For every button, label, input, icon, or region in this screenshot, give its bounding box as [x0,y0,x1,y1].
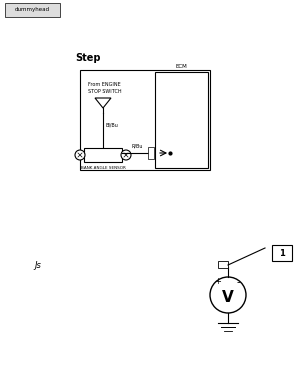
Text: -: - [236,277,240,287]
Text: dummyhead: dummyhead [14,7,50,12]
Text: R/Bu: R/Bu [131,144,143,149]
Text: ECM: ECM [176,64,188,69]
Circle shape [121,150,131,160]
Bar [84,148,122,162]
Text: Bl/Bu: Bl/Bu [106,123,119,128]
Text: From ENGINE
STOP SWITCH: From ENGINE STOP SWITCH [88,82,122,94]
Circle shape [75,150,85,160]
Polygon shape [95,98,111,108]
Text: BANK ANGLE SENSOR: BANK ANGLE SENSOR [81,166,125,170]
Text: Step: Step [75,53,100,63]
Bar [155,72,208,168]
Text: Js: Js [34,260,41,270]
Text: 1: 1 [279,248,285,258]
Bar [218,261,228,268]
Bar [5,3,60,17]
Bar [80,70,210,170]
Bar [272,245,292,261]
Text: V: V [222,289,234,305]
Circle shape [210,277,246,313]
Bar [148,147,154,159]
Text: +: + [214,277,221,286]
